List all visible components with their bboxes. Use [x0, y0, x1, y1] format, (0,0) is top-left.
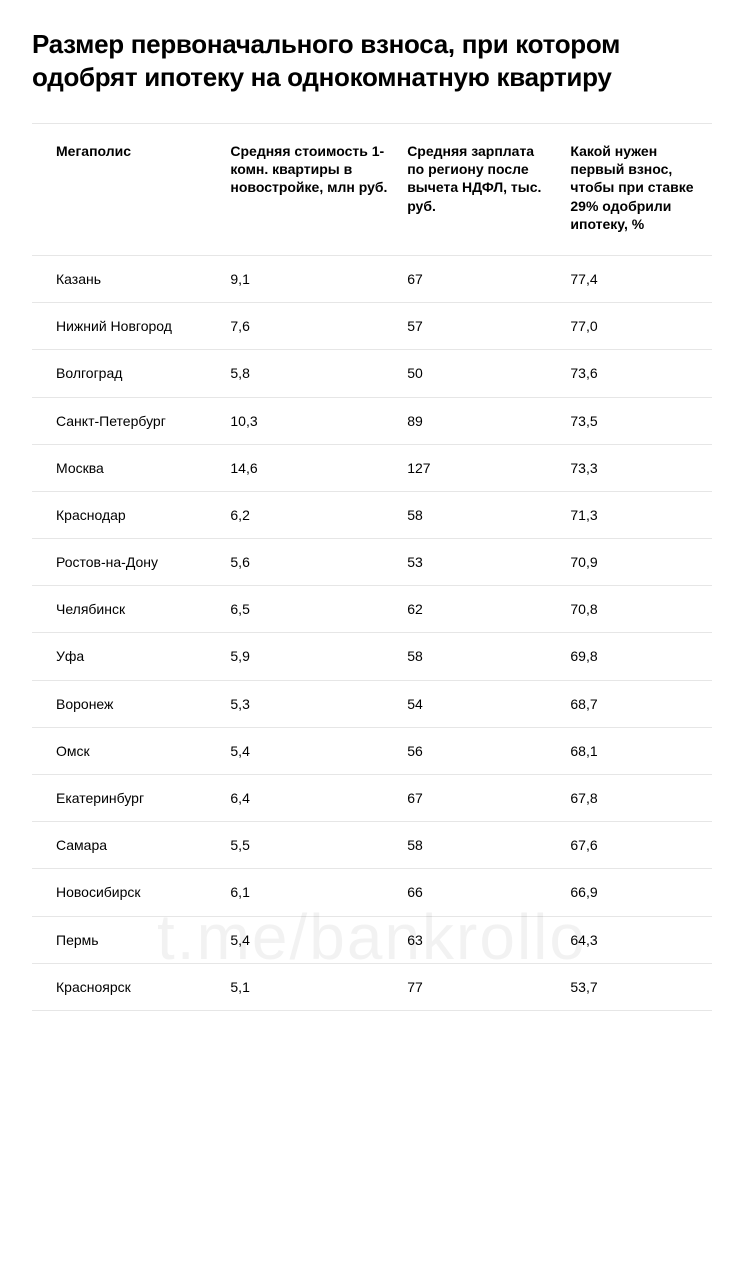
col-downpayment: Какой нужен первый взнос, чтобы при став… [562, 124, 712, 255]
cell-salary: 89 [399, 397, 562, 444]
cell-salary: 50 [399, 350, 562, 397]
cell-price: 5,4 [222, 916, 399, 963]
cell-price: 5,5 [222, 822, 399, 869]
table-row: Самара5,55867,6 [32, 822, 712, 869]
table-row: Нижний Новгород7,65777,0 [32, 303, 712, 350]
cell-downpayment: 73,5 [562, 397, 712, 444]
table-row: Казань9,16777,4 [32, 255, 712, 302]
table-row: Ростов-на-Дону5,65370,9 [32, 539, 712, 586]
table-row: Санкт-Петербург10,38973,5 [32, 397, 712, 444]
cell-price: 6,2 [222, 491, 399, 538]
cell-price: 5,4 [222, 727, 399, 774]
table-row: Краснодар6,25871,3 [32, 491, 712, 538]
cell-price: 5,8 [222, 350, 399, 397]
cell-salary: 58 [399, 822, 562, 869]
cell-downpayment: 66,9 [562, 869, 712, 916]
cell-city: Новосибирск [32, 869, 222, 916]
cell-price: 5,1 [222, 963, 399, 1010]
cell-price: 9,1 [222, 255, 399, 302]
table-row: Омск5,45668,1 [32, 727, 712, 774]
table-row: Новосибирск6,16666,9 [32, 869, 712, 916]
cell-salary: 67 [399, 255, 562, 302]
cell-downpayment: 77,0 [562, 303, 712, 350]
cell-city: Самара [32, 822, 222, 869]
cell-downpayment: 68,7 [562, 680, 712, 727]
cell-price: 10,3 [222, 397, 399, 444]
cell-city: Красноярск [32, 963, 222, 1010]
page-title: Размер первоначального взноса, при котор… [32, 28, 712, 93]
table-row: Пермь5,46364,3 [32, 916, 712, 963]
cell-salary: 62 [399, 586, 562, 633]
table-row: Уфа5,95869,8 [32, 633, 712, 680]
cell-city: Волгоград [32, 350, 222, 397]
cell-downpayment: 67,6 [562, 822, 712, 869]
cell-city: Екатеринбург [32, 775, 222, 822]
cell-city: Пермь [32, 916, 222, 963]
cell-city: Ростов-на-Дону [32, 539, 222, 586]
table-row: Волгоград5,85073,6 [32, 350, 712, 397]
cell-downpayment: 73,3 [562, 444, 712, 491]
cell-salary: 127 [399, 444, 562, 491]
cell-salary: 58 [399, 633, 562, 680]
cell-downpayment: 73,6 [562, 350, 712, 397]
cell-salary: 53 [399, 539, 562, 586]
col-city: Мегаполис [32, 124, 222, 255]
mortgage-table: Мегаполис Средняя стоимость 1-комн. квар… [32, 124, 712, 1011]
table-row: Челябинск6,56270,8 [32, 586, 712, 633]
cell-salary: 77 [399, 963, 562, 1010]
table-row: Москва14,612773,3 [32, 444, 712, 491]
cell-city: Санкт-Петербург [32, 397, 222, 444]
cell-downpayment: 70,9 [562, 539, 712, 586]
cell-city: Уфа [32, 633, 222, 680]
cell-price: 7,6 [222, 303, 399, 350]
cell-salary: 63 [399, 916, 562, 963]
cell-price: 5,6 [222, 539, 399, 586]
cell-salary: 57 [399, 303, 562, 350]
cell-city: Челябинск [32, 586, 222, 633]
cell-downpayment: 71,3 [562, 491, 712, 538]
cell-city: Москва [32, 444, 222, 491]
cell-city: Краснодар [32, 491, 222, 538]
cell-price: 5,3 [222, 680, 399, 727]
cell-city: Нижний Новгород [32, 303, 222, 350]
cell-downpayment: 53,7 [562, 963, 712, 1010]
cell-salary: 56 [399, 727, 562, 774]
cell-salary: 66 [399, 869, 562, 916]
table-header-row: Мегаполис Средняя стоимость 1-комн. квар… [32, 124, 712, 255]
cell-salary: 67 [399, 775, 562, 822]
col-salary: Средняя зарплата по региону после вычета… [399, 124, 562, 255]
cell-city: Воронеж [32, 680, 222, 727]
table-row: Воронеж5,35468,7 [32, 680, 712, 727]
cell-price: 5,9 [222, 633, 399, 680]
cell-price: 6,4 [222, 775, 399, 822]
cell-city: Омск [32, 727, 222, 774]
cell-salary: 58 [399, 491, 562, 538]
cell-downpayment: 70,8 [562, 586, 712, 633]
table-row: Красноярск5,17753,7 [32, 963, 712, 1010]
cell-downpayment: 67,8 [562, 775, 712, 822]
cell-city: Казань [32, 255, 222, 302]
cell-downpayment: 69,8 [562, 633, 712, 680]
cell-price: 6,5 [222, 586, 399, 633]
cell-downpayment: 68,1 [562, 727, 712, 774]
col-price: Средняя стоимость 1-комн. квартиры в нов… [222, 124, 399, 255]
cell-price: 14,6 [222, 444, 399, 491]
table-row: Екатеринбург6,46767,8 [32, 775, 712, 822]
cell-downpayment: 64,3 [562, 916, 712, 963]
cell-price: 6,1 [222, 869, 399, 916]
cell-salary: 54 [399, 680, 562, 727]
cell-downpayment: 77,4 [562, 255, 712, 302]
